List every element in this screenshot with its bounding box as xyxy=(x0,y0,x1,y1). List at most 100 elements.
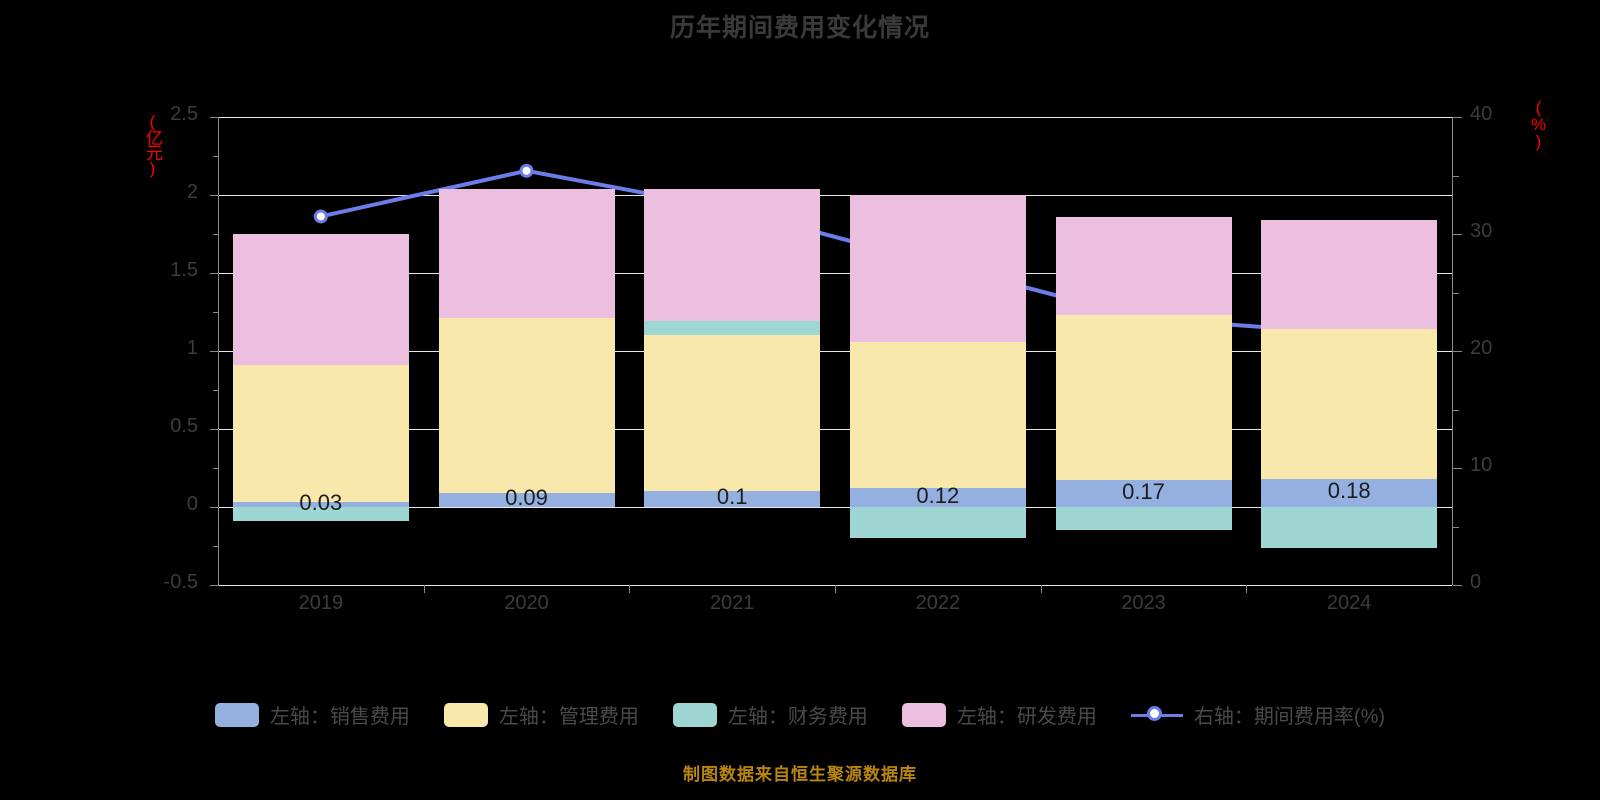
right-axis-tick-label: 30 xyxy=(1470,220,1493,242)
legend-swatch-icon xyxy=(443,702,488,727)
bar-value-label: 0.03 xyxy=(299,489,343,515)
bar-segment[interactable] xyxy=(644,188,821,322)
left-axis-tick-label: -0.5 xyxy=(163,571,198,593)
right-axis-unit-label: (%) xyxy=(1529,98,1548,149)
bar-segment[interactable] xyxy=(232,502,409,507)
gridline xyxy=(218,507,1452,508)
right-axis-tick xyxy=(1453,117,1462,118)
left-axis-tick xyxy=(210,351,219,352)
left-axis-tick xyxy=(210,273,219,274)
legend-label: 右轴：期间费用率(%) xyxy=(1193,706,1386,728)
legend: 左轴：销售费用 左轴：管理费用 左轴：财务费用 左轴：研发费用 右轴：期间费用率(%) xyxy=(0,700,1600,729)
legend-item[interactable]: 左轴：研发费用 xyxy=(901,700,1097,729)
left-axis-tick-label: 0 xyxy=(186,493,198,515)
gridline xyxy=(218,351,1452,352)
left-axis-minor-tick xyxy=(213,468,219,469)
bar-segment[interactable] xyxy=(644,321,821,336)
bar-segment[interactable] xyxy=(1055,480,1232,507)
legend-item[interactable]: 左轴：管理费用 xyxy=(443,700,639,729)
left-axis-minor-tick xyxy=(213,234,219,235)
left-axis-tick xyxy=(210,195,219,196)
bar-segment[interactable] xyxy=(232,365,409,503)
bar-segment[interactable] xyxy=(1055,507,1232,531)
x-axis-tick-label: 2021 xyxy=(709,592,755,614)
left-axis-minor-tick xyxy=(213,156,219,157)
right-axis-minor-tick xyxy=(1453,409,1459,411)
legend-line-marker-icon xyxy=(1130,703,1183,727)
legend-label: 左轴：销售费用 xyxy=(269,706,410,728)
right-axis-tick xyxy=(1453,351,1462,352)
bar-segment[interactable] xyxy=(1261,478,1438,507)
right-axis-tick-label: 10 xyxy=(1470,454,1493,476)
x-axis-tick-label: 2020 xyxy=(504,592,549,614)
x-axis-tick-label: 2023 xyxy=(1121,592,1166,614)
left-axis-unit-label: (亿元) xyxy=(143,112,162,176)
bar-segment[interactable] xyxy=(1055,315,1232,481)
right-axis-minor-tick xyxy=(1453,292,1459,294)
left-axis-minor-tick xyxy=(213,546,219,547)
x-axis-tick xyxy=(629,585,631,593)
left-axis-tick xyxy=(210,585,219,586)
bar-value-label: 0.17 xyxy=(1122,478,1165,504)
bar-value-label: 0.12 xyxy=(916,482,960,508)
gridline xyxy=(218,195,1452,196)
bar-segment[interactable] xyxy=(438,188,615,319)
x-axis-tick xyxy=(423,585,425,593)
left-axis-tick xyxy=(210,117,219,118)
bar-value-label: 0.1 xyxy=(716,484,748,510)
chart-footer-note: 制图数据来自恒生聚源数据库 xyxy=(683,765,917,784)
left-axis-tick-label: 0.5 xyxy=(170,415,198,437)
page-title: 历年期间费用变化情况 xyxy=(669,14,930,42)
legend-item[interactable]: 左轴：销售费用 xyxy=(214,700,410,729)
left-axis-tick xyxy=(210,429,219,430)
right-axis-tick-label: 0 xyxy=(1470,571,1482,593)
bar-segment[interactable] xyxy=(232,234,409,366)
gridline xyxy=(218,117,1452,118)
bar-segment[interactable] xyxy=(644,335,821,492)
left-axis-tick xyxy=(210,507,219,508)
bar-segment[interactable] xyxy=(1055,216,1232,316)
left-axis-tick-label: 1.5 xyxy=(170,259,198,281)
x-axis-tick xyxy=(835,585,836,593)
legend-item[interactable]: 右轴：期间费用率(%) xyxy=(1130,700,1386,729)
bar-value-label: 0.09 xyxy=(505,484,548,510)
bar-segment[interactable] xyxy=(1261,329,1438,479)
bar-value-label: 0.18 xyxy=(1327,477,1371,503)
x-axis-tick-label: 2024 xyxy=(1326,592,1372,614)
right-axis-tick xyxy=(1453,468,1462,469)
right-axis-tick xyxy=(1453,234,1462,235)
bar-segment[interactable] xyxy=(644,491,821,507)
left-axis-tick-label: 2 xyxy=(186,181,198,203)
bar-segment[interactable] xyxy=(438,318,615,493)
legend-label: 左轴：财务费用 xyxy=(727,706,868,728)
right-axis-tick xyxy=(1453,585,1462,586)
bar-segment[interactable] xyxy=(849,507,1026,539)
right-axis-minor-tick xyxy=(1453,175,1459,177)
right-axis-tick-label: 20 xyxy=(1470,337,1493,359)
legend-swatch-icon xyxy=(214,702,259,727)
x-axis-tick xyxy=(1040,585,1042,593)
right-axis-tick-label: 40 xyxy=(1470,103,1493,125)
bar-segment[interactable] xyxy=(1261,219,1438,330)
left-axis-tick-label: 1 xyxy=(186,337,198,359)
left-axis-minor-tick xyxy=(213,312,219,313)
legend-label: 左轴：管理费用 xyxy=(498,706,639,728)
legend-item[interactable]: 左轴：财务费用 xyxy=(672,700,868,729)
x-axis-tick-label: 2022 xyxy=(915,592,961,614)
bar-segment[interactable] xyxy=(232,507,409,522)
legend-swatch-icon xyxy=(901,702,946,727)
x-axis-tick xyxy=(1246,585,1248,593)
left-axis-minor-tick xyxy=(213,390,219,391)
bar-segment[interactable] xyxy=(849,488,1026,507)
legend-label: 左轴：研发费用 xyxy=(956,706,1097,728)
gridline xyxy=(218,429,1452,430)
x-axis-tick-label: 2019 xyxy=(298,592,344,614)
bar-segment[interactable] xyxy=(438,492,615,507)
right-axis-minor-tick xyxy=(1453,526,1459,528)
legend-swatch-icon xyxy=(672,702,717,727)
left-axis-tick-label: 2.5 xyxy=(170,103,198,125)
bar-segment[interactable] xyxy=(849,341,1026,489)
bar-segment[interactable] xyxy=(849,195,1026,342)
bar-segment[interactable] xyxy=(1261,507,1438,548)
